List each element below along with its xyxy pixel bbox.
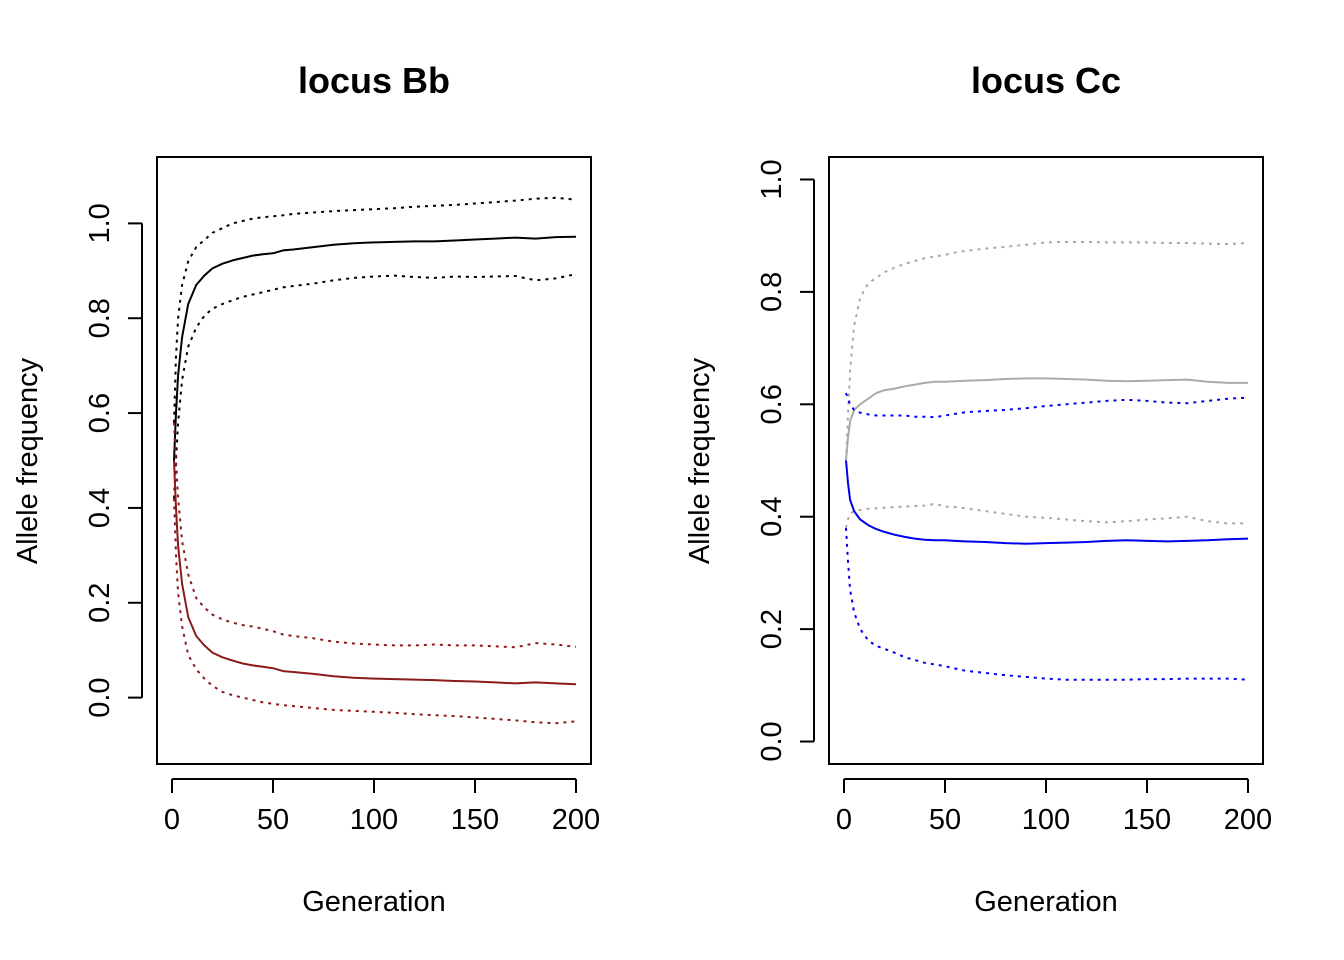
- series-line-6-dotted: [173, 498, 577, 725]
- series-layer: [845, 240, 1249, 681]
- x-tick-label: 0: [836, 804, 852, 836]
- x-tick-label: 200: [1224, 804, 1272, 836]
- x-axis: 0 50 100 150 200: [164, 778, 600, 836]
- panel-locus-cc: locus Cc 0 50 100 150 200 0.0 0.2 0.4 0.6 0.8 1.0…: [684, 60, 1272, 918]
- y-tick-label: 0.4: [84, 488, 116, 528]
- y-tick-label: 0.8: [756, 272, 788, 312]
- plot-box: [156, 156, 592, 765]
- y-axis-label: Allele frequency: [12, 357, 44, 564]
- panel-locus-bb: locus Bb 0 50 100 150 200 0.0 0.2 0.4 0.6 0.8 1.0…: [12, 60, 600, 918]
- x-tick-label: 200: [552, 804, 600, 836]
- series-line-3-dotted: [845, 502, 1248, 529]
- y-tick-label: 0.6: [84, 393, 116, 433]
- x-axis: 0 50 100 150 200: [836, 778, 1272, 836]
- series-line-3-dotted: [173, 273, 577, 499]
- y-tick-label: 1.0: [84, 203, 116, 243]
- series-line-1-solid: [845, 377, 1248, 461]
- y-tick-label: 0.2: [756, 609, 788, 649]
- series-line-5-dotted: [845, 392, 1249, 419]
- x-axis-label: Generation: [974, 886, 1118, 918]
- y-tick-label: 0.0: [84, 677, 116, 717]
- x-tick-label: 100: [1022, 804, 1070, 836]
- plot-box: [828, 156, 1264, 765]
- x-tick-label: 50: [929, 804, 961, 836]
- x-tick-label: 150: [1123, 804, 1171, 836]
- series-line-2-dotted: [845, 240, 1249, 461]
- y-axis: 0.0 0.2 0.4 0.6 0.8 1.0: [84, 203, 143, 718]
- x-axis-label: Generation: [302, 886, 446, 918]
- panel-title: locus Cc: [971, 60, 1121, 101]
- y-axis-label: Allele frequency: [684, 357, 716, 564]
- series-layer: [173, 196, 577, 725]
- x-tick-label: 50: [257, 804, 289, 836]
- y-tick-label: 0.2: [84, 583, 116, 623]
- series-line-6-dotted: [845, 527, 1249, 681]
- series-line-1-solid: [173, 235, 577, 461]
- y-tick-label: 0.6: [756, 384, 788, 424]
- y-axis: 0.0 0.2 0.4 0.6 0.8 1.0: [756, 159, 815, 762]
- y-tick-label: 1.0: [756, 159, 788, 199]
- x-tick-label: 100: [350, 804, 398, 836]
- y-tick-label: 0.0: [756, 721, 788, 761]
- x-tick-label: 150: [451, 804, 499, 836]
- y-tick-label: 0.8: [84, 298, 116, 338]
- series-line-4-solid: [173, 460, 577, 686]
- series-line-4-solid: [845, 460, 1249, 545]
- panel-title: locus Bb: [298, 60, 450, 101]
- x-tick-label: 0: [164, 804, 180, 836]
- y-tick-label: 0.4: [756, 497, 788, 537]
